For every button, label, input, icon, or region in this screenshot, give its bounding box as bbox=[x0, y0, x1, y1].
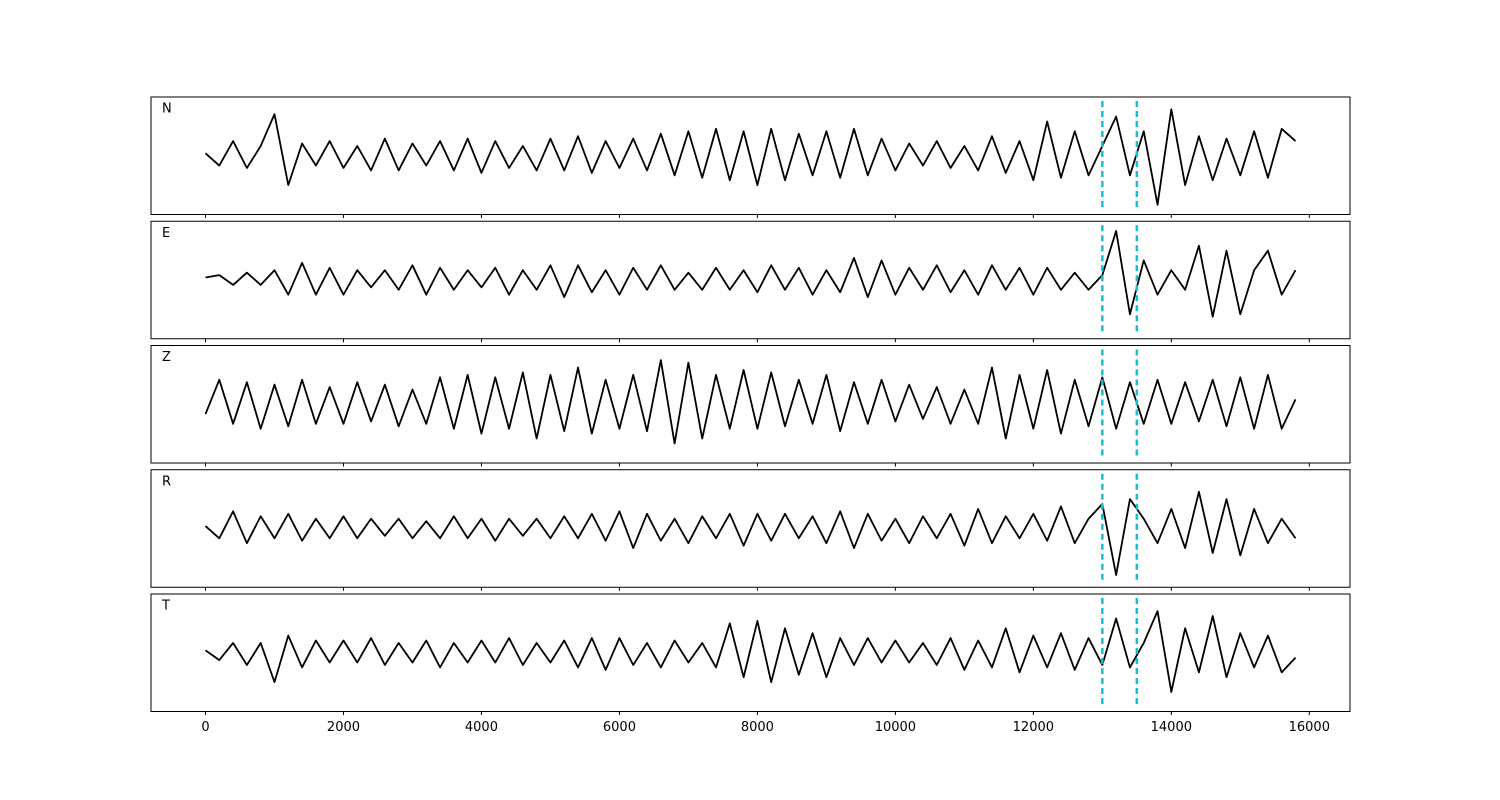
x-tick-label: 6000 bbox=[603, 720, 636, 735]
trace bbox=[205, 230, 1297, 318]
x-tick-label: 8000 bbox=[741, 720, 774, 735]
panel-label: R bbox=[162, 474, 171, 489]
x-tick-label: 0 bbox=[201, 720, 209, 735]
panel-frame bbox=[150, 220, 1351, 340]
trace bbox=[204, 610, 1297, 693]
x-tick-label: 14000 bbox=[1151, 720, 1192, 735]
x-tick-label: 2000 bbox=[327, 720, 360, 735]
x-tick-label: 12000 bbox=[1013, 720, 1054, 735]
panel-frame bbox=[150, 96, 1351, 215]
trace bbox=[204, 108, 1297, 206]
panel-frame bbox=[150, 345, 1351, 464]
panel-label: E bbox=[162, 226, 170, 241]
panel-frame bbox=[150, 469, 1351, 588]
panel-frame bbox=[150, 593, 1351, 712]
panel-label: T bbox=[161, 599, 170, 614]
trace bbox=[204, 359, 1297, 445]
x-tick-label: 4000 bbox=[465, 720, 498, 735]
x-tick-label: 10000 bbox=[875, 720, 916, 735]
x-tick-label: 16000 bbox=[1289, 720, 1330, 735]
trace bbox=[204, 490, 1297, 576]
panel-label: Z bbox=[162, 350, 171, 365]
panel-label: N bbox=[162, 102, 172, 117]
